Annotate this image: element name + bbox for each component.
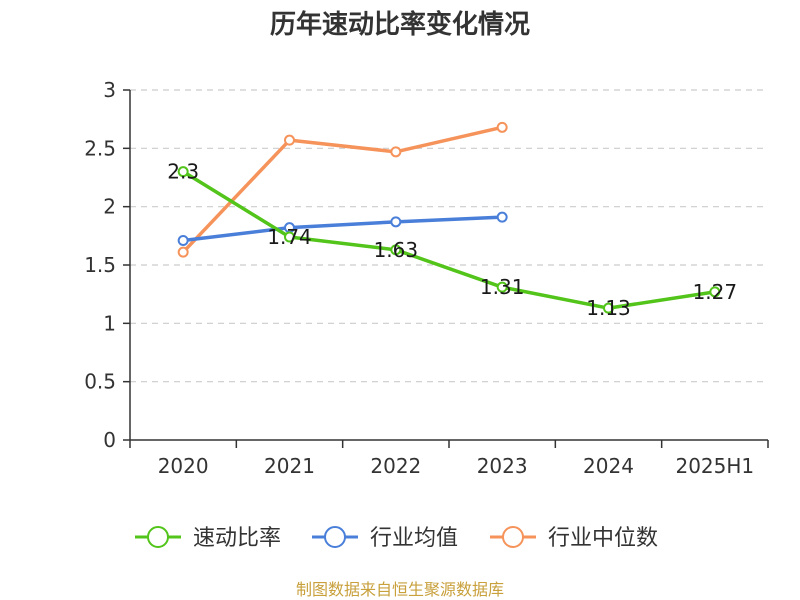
legend-label: 行业中位数	[548, 526, 658, 551]
series-2	[177, 121, 508, 258]
legend-swatch-marker	[502, 526, 524, 548]
y-tick-label: 0	[103, 428, 116, 452]
data-point[interactable]	[284, 231, 295, 243]
series-1	[177, 211, 508, 246]
x-tick-label: 2024	[583, 454, 634, 478]
series-lines	[177, 121, 721, 314]
data-point[interactable]	[496, 121, 508, 133]
legend-item[interactable]: 行业中位数	[490, 526, 658, 551]
series-line	[182, 215, 503, 243]
data-point[interactable]	[177, 235, 189, 246]
x-tick-label: 2023	[477, 454, 528, 478]
data-point[interactable]	[496, 211, 508, 223]
legend-item[interactable]: 速动比率	[135, 526, 281, 551]
x-tick-label: 2022	[370, 454, 421, 478]
y-tick-label: 1.5	[84, 253, 116, 277]
data-label: 1.31	[480, 275, 525, 299]
legend-swatch-marker	[324, 526, 346, 548]
series-line	[181, 125, 503, 254]
y-tick-label: 2.5	[84, 136, 116, 160]
data-point[interactable]	[603, 302, 614, 314]
y-tick-label: 0.5	[84, 370, 116, 394]
y-tick-label: 1	[103, 311, 116, 335]
data-point[interactable]	[177, 246, 189, 258]
grid-lines	[130, 89, 768, 383]
series-0	[177, 166, 721, 314]
data-point[interactable]	[177, 166, 189, 178]
legend-item[interactable]: 行业均值	[312, 526, 458, 551]
data-point[interactable]	[496, 281, 508, 293]
data-label: 1.63	[374, 238, 419, 262]
data-labels: 2.3 1.74 1.63 1.31 1.13 1.27	[167, 160, 737, 320]
data-label: 1.13	[586, 296, 631, 320]
data-point[interactable]	[390, 244, 402, 256]
data-point[interactable]	[390, 216, 402, 228]
x-axis-ticks: 2020 2021 2022 2023 2024 2025H1	[129, 440, 769, 478]
y-tick-label: 3	[103, 78, 116, 102]
y-axis-ticks: 0 0.5 1 1.5 2 2.5 3	[84, 78, 130, 452]
data-point[interactable]	[709, 286, 721, 298]
legend-label: 速动比率	[193, 526, 281, 551]
x-tick-label: 2025H1	[675, 454, 754, 478]
data-point[interactable]	[390, 146, 402, 158]
data-label: 1.27	[693, 280, 738, 304]
data-point[interactable]	[284, 134, 295, 146]
y-tick-label: 2	[103, 195, 116, 219]
legend: 速动比率 行业均值 行业中位数	[135, 526, 658, 551]
x-tick-label: 2021	[264, 454, 315, 478]
series-line	[182, 170, 716, 310]
legend-label: 行业均值	[370, 526, 458, 551]
data-label: 2.3	[167, 160, 199, 184]
data-label: 1.74	[267, 225, 312, 249]
legend-swatch-marker	[147, 526, 169, 548]
x-tick-label: 2020	[158, 454, 209, 478]
chart-title: 历年速动比率变化情况	[270, 9, 530, 40]
source-note: 制图数据来自恒生聚源数据库	[296, 580, 504, 599]
